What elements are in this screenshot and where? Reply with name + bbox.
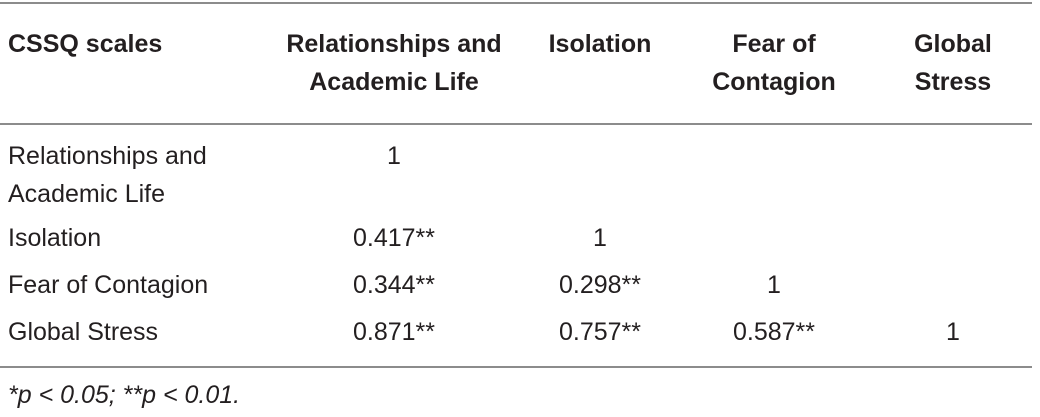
top-rule (0, 2, 1032, 4)
table-cell (874, 219, 1032, 266)
row-label: Isolation (8, 224, 102, 252)
table-cell (526, 124, 674, 219)
column-header-isolation: Isolation (548, 30, 652, 58)
column-header-scales: CSSQ scales (8, 30, 163, 58)
table-cell (674, 124, 874, 219)
table-cell: 0.298** (558, 271, 642, 299)
bottom-rule (0, 366, 1032, 368)
table-footnote: *p < 0.05; **p < 0.01. (8, 381, 241, 409)
column-header-fear: Fear of Contagion (712, 30, 836, 96)
table-row: Global Stress 0.871** 0.757** 0.587** 1 (0, 313, 1032, 360)
table-cell: 1 (767, 271, 781, 299)
correlation-table: CSSQ scales Relationships and Academic L… (0, 0, 1032, 360)
header-row: CSSQ scales Relationships and Academic L… (0, 0, 1032, 124)
table-row: Fear of Contagion 0.344** 0.298** 1 (0, 266, 1032, 313)
table-cell: 0.587** (732, 318, 816, 346)
table-cell: 0.344** (352, 271, 436, 299)
table-cell: 1 (593, 224, 607, 252)
column-header-global: Global Stress (914, 30, 992, 96)
row-label: Global Stress (8, 318, 159, 346)
table-cell: 0.417** (352, 224, 436, 252)
row-label: Fear of Contagion (8, 271, 209, 299)
table-cell (874, 266, 1032, 313)
column-header-relationships: Relationships and Academic Life (286, 30, 502, 96)
header-rule (0, 123, 1032, 125)
table-cell: 1 (946, 318, 960, 346)
table-cell: 0.757** (558, 318, 642, 346)
table-cell: 0.871** (352, 318, 436, 346)
table-row: Relationships and Academic Life 1 (0, 124, 1032, 219)
table-cell: 1 (387, 142, 401, 170)
table-cell (674, 219, 874, 266)
table-cell (874, 124, 1032, 219)
table-row: Isolation 0.417** 1 (0, 219, 1032, 266)
row-label: Relationships and Academic Life (8, 142, 207, 208)
